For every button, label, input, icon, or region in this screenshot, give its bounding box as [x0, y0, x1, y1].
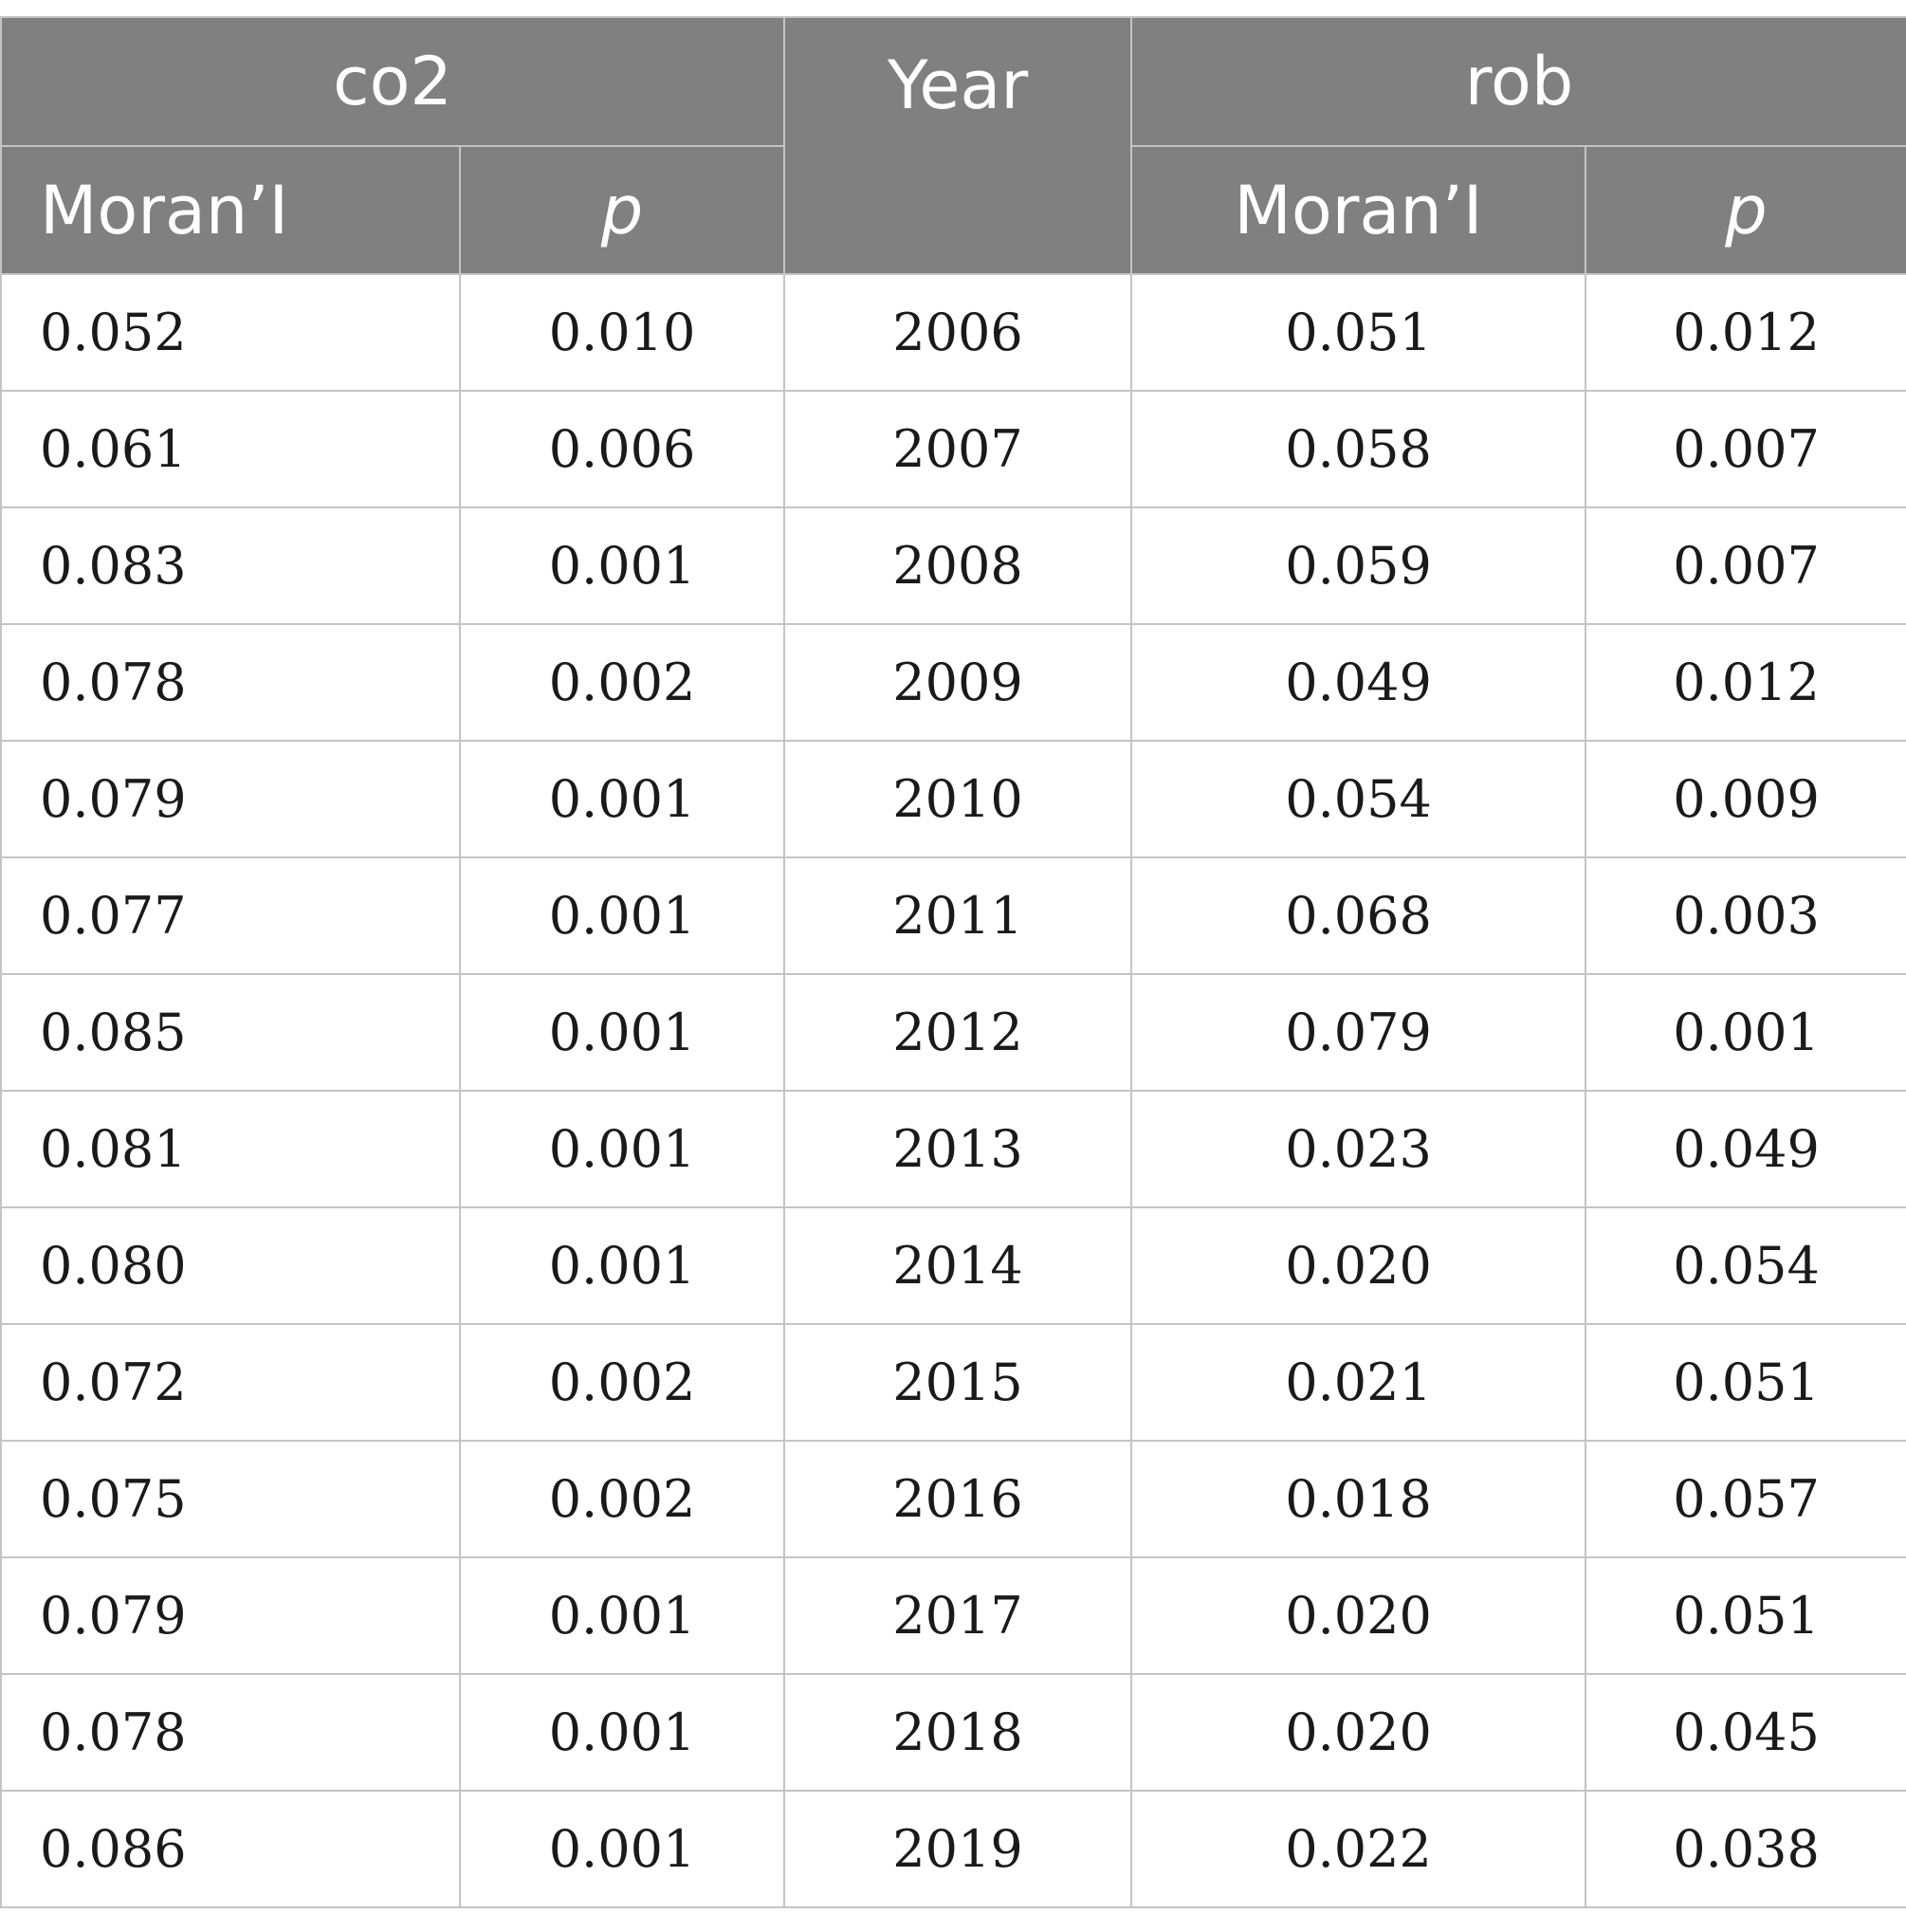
table-row: 0.079 0.001 2017 0.020 0.051 — [0, 1556, 1906, 1675]
table-row: 0.078 0.002 2009 0.049 0.012 — [0, 623, 1906, 742]
co2-p-cell: 0.001 — [458, 506, 786, 625]
year-cell: 2018 — [783, 1673, 1133, 1792]
co2-p-cell: 0.001 — [458, 973, 786, 1092]
co2-p-cell: 0.001 — [458, 1090, 786, 1208]
rob-p-cell: 0.045 — [1585, 1673, 1906, 1792]
rob-moran-cell: 0.022 — [1130, 1790, 1587, 1908]
co2-moran-cell: 0.072 — [0, 1323, 461, 1442]
year-cell: 2016 — [783, 1440, 1133, 1558]
year-cell: 2009 — [783, 623, 1133, 742]
rob-moran-cell: 0.059 — [1130, 506, 1587, 625]
co2-p-cell: 0.002 — [458, 1440, 786, 1558]
rob-p-cell: 0.012 — [1585, 623, 1906, 742]
table-row: 0.083 0.001 2008 0.059 0.007 — [0, 506, 1906, 625]
table-row: 0.072 0.002 2015 0.021 0.051 — [0, 1323, 1906, 1442]
table-row: 0.077 0.001 2011 0.068 0.003 — [0, 856, 1906, 975]
year-cell: 2011 — [783, 856, 1133, 975]
rob-moran-cell: 0.023 — [1130, 1090, 1587, 1208]
rob-moran-cell: 0.018 — [1130, 1440, 1587, 1558]
rob-moran-cell: 0.079 — [1130, 973, 1587, 1092]
rob-p-cell: 0.051 — [1585, 1323, 1906, 1442]
rob-moran-cell: 0.058 — [1130, 390, 1587, 508]
rob-moran-cell: 0.020 — [1130, 1673, 1587, 1792]
co2-moran-cell: 0.086 — [0, 1790, 461, 1908]
co2-moran-cell: 0.085 — [0, 973, 461, 1092]
year-cell: 2014 — [783, 1206, 1133, 1325]
year-cell: 2007 — [783, 390, 1133, 508]
table-row: 0.081 0.001 2013 0.023 0.049 — [0, 1090, 1906, 1208]
co2-p-cell: 0.001 — [458, 1790, 786, 1908]
rob-p-cell: 0.007 — [1585, 390, 1906, 508]
table-row: 0.078 0.001 2018 0.020 0.045 — [0, 1673, 1906, 1792]
year-cell: 2008 — [783, 506, 1133, 625]
year-cell: 2010 — [783, 740, 1133, 858]
rob-p-cell: 0.012 — [1585, 273, 1906, 392]
co2-moran-cell: 0.078 — [0, 623, 461, 742]
table-row: 0.080 0.001 2014 0.020 0.054 — [0, 1206, 1906, 1325]
year-cell: 2006 — [783, 273, 1133, 392]
rob-moran-cell: 0.068 — [1130, 856, 1587, 975]
table-row: 0.052 0.010 2006 0.051 0.012 — [0, 273, 1906, 392]
header-row-columns: Moran’I p Moran’I p — [0, 145, 1906, 275]
table-row: 0.079 0.001 2010 0.054 0.009 — [0, 740, 1906, 858]
co2-p-header: p — [458, 145, 786, 275]
co2-moran-cell: 0.075 — [0, 1440, 461, 1558]
table-body: 0.052 0.010 2006 0.051 0.012 0.061 0.006 2007 0.… — [0, 273, 1906, 1908]
co2-moran-cell: 0.079 — [0, 740, 461, 858]
co2-p-cell: 0.001 — [458, 1673, 786, 1792]
rob-p-cell: 0.003 — [1585, 856, 1906, 975]
co2-moran-cell: 0.079 — [0, 1556, 461, 1675]
rob-p-cell: 0.051 — [1585, 1556, 1906, 1675]
co2-p-cell: 0.006 — [458, 390, 786, 508]
rob-p-cell: 0.007 — [1585, 506, 1906, 625]
table-row: 0.085 0.001 2012 0.079 0.001 — [0, 973, 1906, 1092]
rob-p-cell: 0.001 — [1585, 973, 1906, 1092]
co2-p-cell: 0.001 — [458, 740, 786, 858]
year-header: Year — [783, 16, 1133, 275]
year-cell: 2015 — [783, 1323, 1133, 1442]
rob-p-header: p — [1585, 145, 1906, 275]
year-cell: 2019 — [783, 1790, 1133, 1908]
rob-moran-cell: 0.020 — [1130, 1206, 1587, 1325]
rob-p-cell: 0.038 — [1585, 1790, 1906, 1908]
co2-moran-cell: 0.083 — [0, 506, 461, 625]
rob-moran-cell: 0.054 — [1130, 740, 1587, 858]
co2-moran-cell: 0.052 — [0, 273, 461, 392]
year-cell: 2013 — [783, 1090, 1133, 1208]
rob-p-cell: 0.054 — [1585, 1206, 1906, 1325]
table-row: 0.075 0.002 2016 0.018 0.057 — [0, 1440, 1906, 1558]
co2-p-cell: 0.001 — [458, 856, 786, 975]
co2-moran-cell: 0.080 — [0, 1206, 461, 1325]
co2-moran-cell: 0.081 — [0, 1090, 461, 1208]
rob-p-cell: 0.009 — [1585, 740, 1906, 858]
co2-moran-cell: 0.061 — [0, 390, 461, 508]
table-row: 0.061 0.006 2007 0.058 0.007 — [0, 390, 1906, 508]
rob-moran-cell: 0.021 — [1130, 1323, 1587, 1442]
co2-moran-cell: 0.078 — [0, 1673, 461, 1792]
co2-p-cell: 0.002 — [458, 623, 786, 742]
co2-p-cell: 0.001 — [458, 1556, 786, 1675]
header-row-groups: co2 Year rob — [0, 16, 1906, 275]
rob-moran-cell: 0.051 — [1130, 273, 1587, 392]
co2-group-header: co2 — [0, 16, 786, 147]
year-cell: 2017 — [783, 1556, 1133, 1675]
rob-moran-header: Moran’I — [1130, 145, 1587, 275]
co2-p-cell: 0.001 — [458, 1206, 786, 1325]
table-row: 0.086 0.001 2019 0.022 0.038 — [0, 1790, 1906, 1908]
rob-p-cell: 0.057 — [1585, 1440, 1906, 1558]
rob-moran-cell: 0.020 — [1130, 1556, 1587, 1675]
morans-i-table: co2 Year rob Moran’I p Moran’I p 0.052 0.… — [0, 16, 1906, 1908]
year-cell: 2012 — [783, 973, 1133, 1092]
co2-p-cell: 0.002 — [458, 1323, 786, 1442]
rob-moran-cell: 0.049 — [1130, 623, 1587, 742]
rob-group-header: rob — [1130, 16, 1906, 147]
co2-moran-header: Moran’I — [0, 145, 461, 275]
co2-moran-cell: 0.077 — [0, 856, 461, 975]
rob-p-cell: 0.049 — [1585, 1090, 1906, 1208]
co2-p-cell: 0.010 — [458, 273, 786, 392]
table-header: co2 Year rob Moran’I p Moran’I p — [0, 16, 1906, 275]
